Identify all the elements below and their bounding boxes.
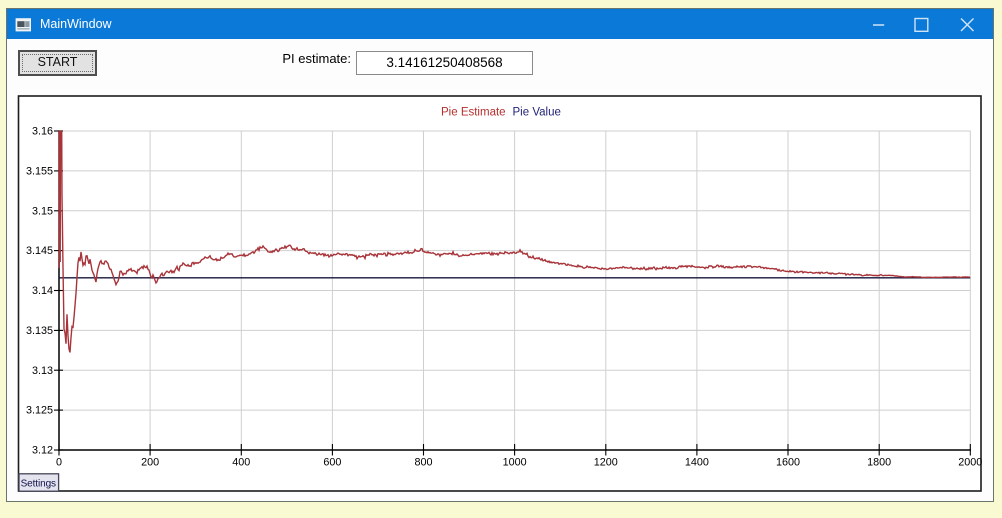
- svg-text:800: 800: [414, 457, 432, 469]
- svg-text:3.125: 3.125: [26, 405, 53, 417]
- svg-text:600: 600: [323, 457, 341, 469]
- svg-text:Pie Estimate: Pie Estimate: [441, 107, 506, 119]
- svg-text:3.13: 3.13: [32, 365, 53, 377]
- svg-text:1400: 1400: [685, 457, 709, 469]
- svg-text:3.14: 3.14: [32, 285, 53, 297]
- svg-text:Settings: Settings: [21, 478, 56, 489]
- svg-text:0: 0: [56, 457, 62, 469]
- svg-text:3.145: 3.145: [26, 245, 53, 257]
- svg-text:3.155: 3.155: [26, 166, 53, 178]
- svg-text:400: 400: [232, 457, 250, 469]
- svg-text:1800: 1800: [867, 457, 891, 469]
- svg-text:3.15: 3.15: [32, 205, 53, 217]
- svg-text:3.135: 3.135: [26, 325, 53, 337]
- svg-text:200: 200: [141, 457, 159, 469]
- svg-text:Pie Value: Pie Value: [513, 107, 561, 119]
- svg-text:1200: 1200: [594, 457, 618, 469]
- svg-text:3.16: 3.16: [32, 126, 53, 138]
- svg-text:3.12: 3.12: [32, 445, 53, 457]
- svg-text:1000: 1000: [503, 457, 527, 469]
- svg-text:2000: 2000: [958, 457, 982, 469]
- svg-text:1600: 1600: [776, 457, 800, 469]
